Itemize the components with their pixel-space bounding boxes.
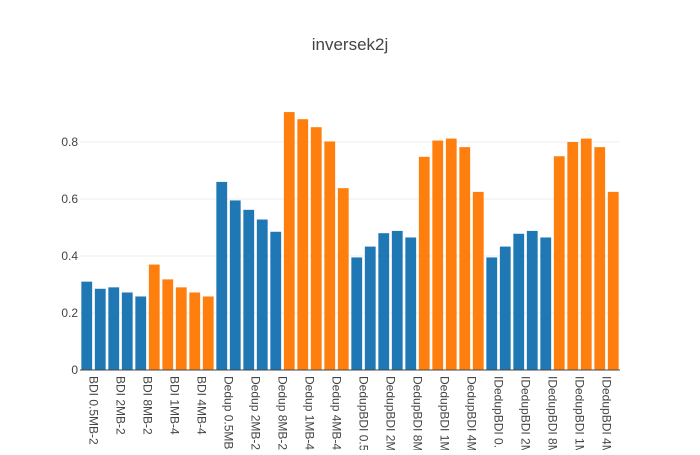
x-tick: DedupBDI 8M	[411, 376, 425, 451]
bar	[364, 246, 376, 370]
y-tick-label: 0.4	[61, 249, 78, 263]
y-tick-label: 0.8	[61, 135, 78, 149]
x-tick: Dedup 4MB-4	[330, 376, 344, 450]
bar	[229, 200, 241, 370]
chart-title: inversek2j	[312, 35, 389, 54]
bar	[324, 141, 336, 370]
x-tick-label: DedupBDI 4M	[465, 376, 479, 450]
bar	[243, 209, 255, 370]
bar	[189, 292, 201, 370]
bar	[540, 237, 552, 370]
bar	[256, 219, 268, 370]
x-tick: Dedup 1MB-4	[303, 376, 317, 450]
x-tick: DedupBDI 2M	[384, 376, 398, 451]
x-tick: Dedup 0.5MB	[222, 376, 236, 449]
x-tick-label: Dedup 0.5MB	[222, 376, 236, 449]
bar	[270, 231, 282, 370]
y-axis-ticks: 0 0.2 0.4 0.6 0.8	[61, 135, 78, 377]
x-tick-label: BDI 0.5MB-2	[87, 376, 101, 445]
x-tick-label: Dedup 2MB-2	[249, 376, 263, 450]
x-tick: BDI 2MB-2	[114, 376, 128, 435]
x-tick: IDedupBDI 8M	[546, 376, 560, 455]
x-tick: DedupBDI 4M	[465, 376, 479, 451]
x-tick: IDedupBDI 2M	[519, 376, 533, 455]
x-tick-label: DedupBDI 8M	[411, 376, 425, 450]
bar	[108, 287, 120, 370]
x-tick: IDedupBDI 4M	[600, 376, 614, 455]
x-tick-label: IDedupBDI 0.	[492, 376, 506, 448]
bar	[486, 257, 498, 370]
bar	[283, 112, 295, 370]
bar	[297, 119, 309, 370]
x-tick: BDI 1MB-4	[168, 376, 182, 435]
x-tick: DedupBDI 0.5	[357, 376, 371, 452]
x-tick: IDedupBDI 1M	[573, 376, 587, 455]
bar	[351, 257, 363, 370]
x-tick-label: Dedup 4MB-4	[330, 376, 344, 450]
x-tick-label: Dedup 1MB-4	[303, 376, 317, 450]
bar	[607, 191, 619, 371]
x-axis-ticks: BDI 0.5MB-2 BDI 2MB-2 BDI 8MB-2 BDI 1MB-4 BD…	[87, 376, 614, 455]
bar	[580, 138, 592, 370]
x-tick-label: IDedupBDI 4M	[600, 376, 614, 450]
bar	[175, 287, 187, 370]
bar	[202, 296, 214, 370]
bar	[526, 230, 538, 370]
bar	[445, 138, 457, 370]
bars	[81, 112, 619, 371]
bar	[432, 140, 444, 370]
x-tick: Dedup 8MB-2	[276, 376, 290, 450]
bar	[94, 288, 106, 370]
bar	[337, 188, 349, 370]
x-tick-label: IDedupBDI 1M	[573, 376, 587, 450]
x-tick: IDedupBDI 0.	[492, 376, 506, 448]
y-tick-label: 0.2	[61, 306, 78, 320]
bar	[378, 233, 390, 370]
x-tick-label: BDI 2MB-2	[114, 376, 128, 435]
x-tick: Dedup 2MB-2	[249, 376, 263, 450]
x-tick: DedupBDI 1M	[438, 376, 452, 451]
x-tick-label: IDedupBDI 2M	[519, 376, 533, 450]
bar	[472, 191, 484, 371]
bar	[121, 292, 133, 370]
bar	[567, 142, 579, 370]
bar	[418, 156, 430, 370]
bar	[81, 281, 93, 370]
x-tick: BDI 8MB-2	[141, 376, 155, 435]
x-tick-label: BDI 1MB-4	[168, 376, 182, 435]
bar	[459, 147, 471, 370]
x-tick: BDI 0.5MB-2	[87, 376, 101, 445]
bar	[513, 233, 525, 370]
bar	[135, 296, 147, 370]
y-tick-label: 0	[71, 363, 78, 377]
bar	[553, 156, 565, 370]
bar	[499, 246, 511, 370]
x-tick-label: Dedup 8MB-2	[276, 376, 290, 450]
x-tick: BDI 4MB-4	[195, 376, 209, 435]
x-tick-label: DedupBDI 2M	[384, 376, 398, 450]
x-tick-label: DedupBDI 0.5	[357, 376, 371, 450]
bar	[391, 230, 403, 370]
bar	[216, 181, 228, 370]
gridlines	[80, 141, 620, 314]
bar	[405, 237, 417, 370]
x-tick-label: BDI 4MB-4	[195, 376, 209, 435]
bar	[148, 264, 160, 370]
y-tick-label: 0.6	[61, 192, 78, 206]
bar	[594, 147, 606, 370]
x-tick-label: BDI 8MB-2	[141, 376, 155, 435]
x-tick-label: DedupBDI 1M	[438, 376, 452, 450]
x-tick-label: IDedupBDI 8M	[546, 376, 560, 450]
bar	[310, 127, 322, 371]
bar	[162, 279, 174, 370]
